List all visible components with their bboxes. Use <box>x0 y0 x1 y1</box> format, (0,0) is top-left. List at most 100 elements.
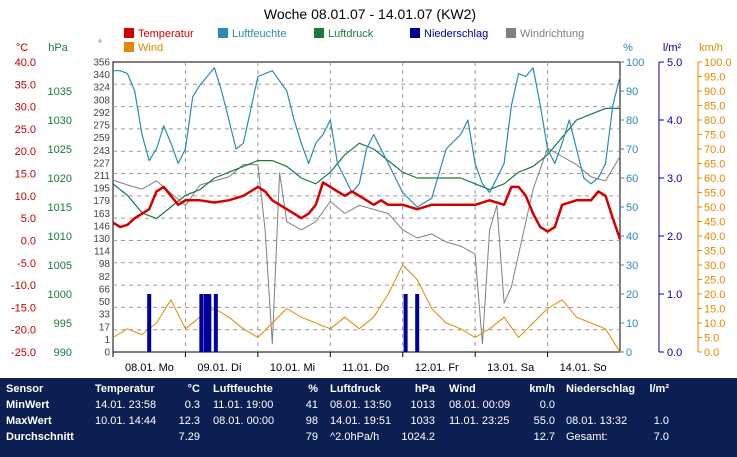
legend-swatch <box>506 28 516 38</box>
press-time: 14.01. 19:51 <box>330 415 392 427</box>
wind-direction-axis: 3563403243082922752592432272111951791631… <box>93 58 110 359</box>
temperature-axis: 40.0 35.0 30.0 25.0 20.0 15.0 10.0 5.0 0.0 -5.0 -1… <box>11 57 36 359</box>
rain-bar <box>207 294 212 352</box>
dir-tick-label: 82 <box>99 272 111 283</box>
x-tick-label: 11.01. Do <box>342 362 389 374</box>
dir-tick-label: 275 <box>93 121 110 132</box>
hum-tick-label: 10 <box>626 318 638 330</box>
x-tick-label: 08.01. Mo <box>125 362 174 374</box>
rain-axis: 5.0 4.0 3.0 2.0 1.0 0.0 <box>658 57 682 359</box>
wind-tick-label: 5.0 <box>704 333 719 345</box>
row-label: Durchschnitt <box>6 431 74 443</box>
press-unit-label: hPa <box>48 42 68 54</box>
wind-tick-label: 15.0 <box>704 304 725 316</box>
wind-tick-label: 60.0 <box>704 173 725 185</box>
rain-tick-label: 2.0 <box>667 231 682 243</box>
header-wind: Wind <box>449 383 476 395</box>
rain-unit-label: l/m² <box>663 42 682 54</box>
hum-value: 98 <box>305 415 318 427</box>
grid-lines <box>113 62 620 352</box>
wind-value: 12.7 <box>533 431 555 443</box>
temp-unit-label: °C <box>16 42 28 54</box>
temp-tick-label: 25.0 <box>15 124 36 136</box>
rain-tick-label: 1.0 <box>667 289 682 301</box>
wind-tick-label: 20.0 <box>704 289 725 301</box>
dir-tick-label: 292 <box>93 108 110 119</box>
rain-value: 7.0 <box>653 431 669 443</box>
x-tick-label: 12.01. Fr <box>415 362 459 374</box>
x-axis-labels: 08.01. Mo 09.01. Di 10.01. Mi 11.01. Do 12.0… <box>112 352 607 374</box>
legend-label: Luftdruck <box>328 28 374 40</box>
press-tick-label: 990 <box>54 347 72 359</box>
press-tick-label: 1010 <box>48 231 72 243</box>
temperatur-line <box>112 181 622 240</box>
row-label: MaxWert <box>6 415 52 427</box>
dir-tick-label: 146 <box>93 221 110 232</box>
row-label: MinWert <box>6 399 50 411</box>
wind-unit-label: km/h <box>699 42 723 54</box>
hum-tick-label: 70 <box>626 144 638 156</box>
rain-tick-label: 4.0 <box>667 115 682 127</box>
dir-tick-label: 66 <box>99 284 111 295</box>
header-rain-unit: l/m² <box>649 383 669 395</box>
header-press-unit: hPa <box>414 383 435 395</box>
temp-tick-label: 30.0 <box>15 102 36 114</box>
legend-label: Luftfeuchte <box>232 28 286 40</box>
dir-unit-label: ° <box>98 39 102 50</box>
dir-tick-label: 227 <box>93 158 110 169</box>
wind-time: 11.01. 23:25 <box>449 415 510 427</box>
axis-unit-labels: °C hPa °% l/m² km/h <box>16 39 723 54</box>
table-header-row: Sensor Temperatur °C Luftfeuchte % Luftd… <box>0 383 737 398</box>
header-wind-unit: km/h <box>529 383 555 395</box>
temp-time: 10.01. 14:44 <box>95 415 157 427</box>
hum-tick-label: 80 <box>626 115 638 127</box>
legend-label: Niederschlag <box>424 28 488 40</box>
dir-tick-label: 356 <box>93 58 110 69</box>
rain-bar <box>203 294 208 352</box>
dir-tick-label: 33 <box>99 310 111 321</box>
header-hum-unit: % <box>308 383 318 395</box>
header-humidity: Luftfeuchte <box>213 383 273 395</box>
dir-tick-label: 243 <box>93 146 110 157</box>
legend-label: Temperatur <box>138 28 194 40</box>
dir-tick-label: 1 <box>104 335 110 346</box>
luftdruck-line <box>112 107 620 220</box>
wind-tick-label: 80.0 <box>704 115 725 127</box>
rain-value: 1.0 <box>653 415 669 427</box>
x-tick-label: 10.01. Mi <box>270 362 315 374</box>
press-time: ^2.0hPa/h <box>330 431 380 443</box>
wind-tick-label: 75.0 <box>704 130 725 142</box>
dir-tick-label: 50 <box>99 297 111 308</box>
wind-tick-label: 25.0 <box>704 275 725 287</box>
press-value: 1033 <box>410 415 435 427</box>
press-tick-label: 1025 <box>48 144 72 156</box>
temp-tick-label: 15.0 <box>15 169 36 181</box>
table-row-max: MaxWert 10.01. 14:44 12.3 08.01. 00:00 9… <box>0 415 737 430</box>
legend-swatch <box>124 28 134 38</box>
dir-tick-label: 340 <box>93 70 110 81</box>
rain-tick-label: 0.0 <box>667 347 682 359</box>
dir-tick-label: 114 <box>94 247 110 258</box>
hum-value: 79 <box>305 431 318 443</box>
press-time: 08.01. 13:50 <box>330 399 392 411</box>
temp-value: 7.29 <box>178 431 200 443</box>
hum-tick-label: 50 <box>626 202 638 214</box>
rain-bar <box>199 294 204 352</box>
wind-tick-label: 35.0 <box>704 246 725 258</box>
dir-tick-label: 211 <box>94 171 110 182</box>
wind-tick-label: 55.0 <box>704 188 725 200</box>
hum-tick-label: 100 <box>626 57 644 69</box>
rain-bar <box>403 294 408 352</box>
press-tick-label: 1015 <box>48 202 72 214</box>
wind-time: 08.01. 00:09 <box>449 399 511 411</box>
rain-time: Gesamt: <box>566 431 608 443</box>
rain-tick-label: 3.0 <box>667 173 682 185</box>
legend-swatch <box>124 42 134 52</box>
temp-time: 14.01. 23:58 <box>95 399 157 411</box>
wind-tick-label: 10.0 <box>704 318 725 330</box>
wind-tick-label: 50.0 <box>704 202 725 214</box>
wind-tick-label: 70.0 <box>704 144 725 156</box>
dir-tick-label: 17 <box>99 322 111 333</box>
dir-tick-label: 195 <box>93 184 110 195</box>
